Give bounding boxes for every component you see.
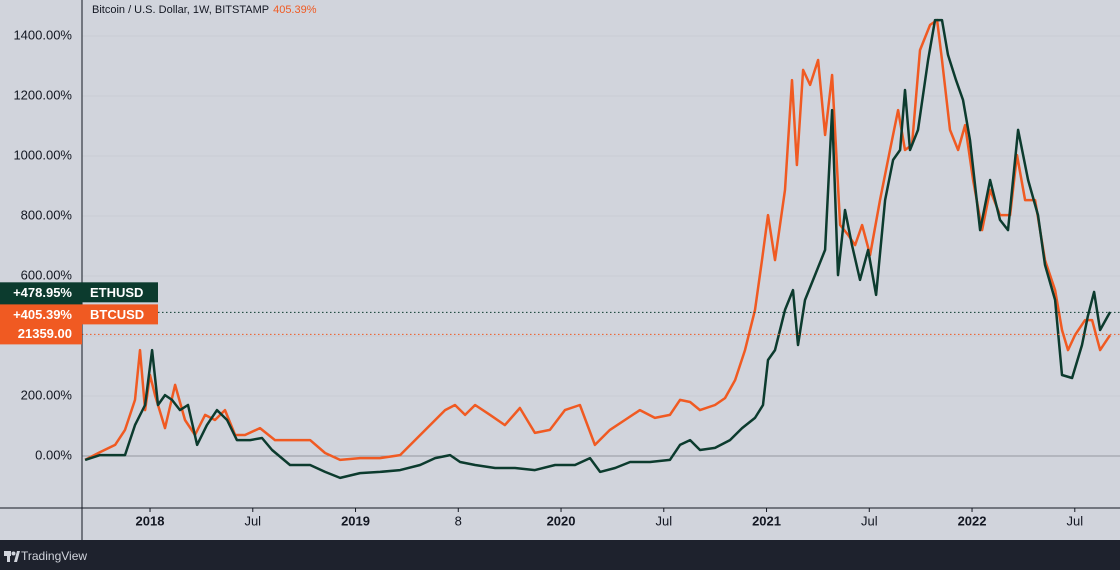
x-tick-label: 2022 — [958, 513, 987, 528]
y-tick-label: 1400.00% — [13, 27, 72, 42]
title-change: 405.39% — [273, 4, 317, 16]
y-tick-label: 200.00% — [21, 387, 73, 402]
last-value-box — [0, 304, 82, 345]
x-tick-label: 2019 — [341, 513, 370, 528]
y-tick-label: 1000.00% — [13, 147, 72, 162]
last-change-label: +478.95% — [13, 285, 72, 300]
logo-icon — [7, 556, 10, 562]
last-price-label: 21359.00 — [18, 326, 72, 341]
footer-brand: TradingView — [21, 549, 87, 563]
y-tick-label: 600.00% — [21, 267, 73, 282]
logo-icon — [14, 551, 20, 562]
y-tick-label: 800.00% — [21, 207, 73, 222]
series-line — [84, 18, 1112, 480]
y-tick-label: 0.00% — [35, 447, 72, 462]
x-tick-label: 8 — [455, 513, 462, 528]
x-tick-label: 2020 — [547, 513, 576, 528]
x-tick-label: Jul — [655, 513, 672, 528]
x-tick-label: 2021 — [752, 513, 781, 528]
x-tick-label: Jul — [244, 513, 261, 528]
x-tick-label: Jul — [1066, 513, 1083, 528]
logo-icon — [4, 551, 11, 556]
tradingview-logo[interactable]: TradingView — [4, 549, 87, 563]
chart-title: Bitcoin / U.S. Dollar, 1W, BITSTAMP — [92, 4, 269, 16]
logo-icon — [11, 551, 16, 556]
last-change-label: +405.39% — [13, 307, 72, 322]
legend-label: ETHUSD — [90, 285, 143, 300]
series-name-box — [82, 304, 158, 325]
y-tick-label: 1200.00% — [13, 87, 72, 102]
x-tick-label: Jul — [861, 513, 878, 528]
series-line — [84, 18, 1112, 462]
plot-area — [82, 18, 1120, 512]
x-tick-label: 2018 — [136, 513, 165, 528]
legend-label: BTCUSD — [90, 307, 144, 322]
series-name-box — [82, 282, 158, 303]
footer-bar — [0, 540, 1120, 570]
